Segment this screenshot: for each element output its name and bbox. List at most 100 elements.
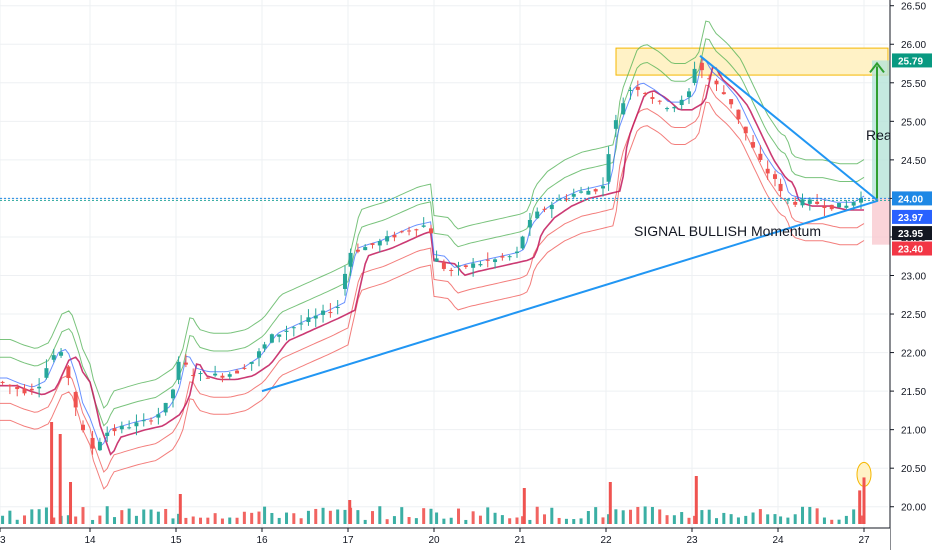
candle-body bbox=[392, 234, 397, 238]
volume-bar bbox=[564, 518, 568, 524]
volume-bar bbox=[378, 506, 382, 524]
candle-body bbox=[176, 361, 181, 380]
volume-bar bbox=[700, 510, 704, 524]
candle-body bbox=[291, 327, 296, 329]
lower-band-outer bbox=[0, 101, 865, 490]
volume-bar bbox=[535, 506, 539, 524]
candle-body bbox=[0, 381, 5, 383]
volume-bar bbox=[257, 511, 261, 524]
volume-bar bbox=[543, 514, 547, 524]
upper-band-outer bbox=[0, 20, 865, 409]
volume-bar bbox=[758, 509, 762, 524]
time-axis-bg bbox=[0, 528, 890, 550]
volume-bar bbox=[852, 509, 856, 524]
volume-bar bbox=[113, 517, 117, 524]
price-label-box bbox=[892, 241, 932, 256]
volume-bar bbox=[105, 506, 109, 524]
volume-bar-spike bbox=[50, 422, 54, 524]
candle-body bbox=[377, 240, 382, 246]
volume-bar bbox=[822, 517, 826, 524]
candle-body bbox=[807, 199, 812, 204]
candle-body bbox=[571, 193, 576, 197]
volume-bar bbox=[607, 514, 611, 524]
volume-bar-spike bbox=[58, 434, 62, 524]
candle-body bbox=[500, 256, 505, 258]
candle-body bbox=[829, 204, 834, 210]
volume-bar bbox=[707, 509, 711, 524]
candle-body bbox=[262, 344, 267, 349]
volume-bar bbox=[392, 516, 396, 524]
candle-body bbox=[269, 334, 274, 343]
candle-body bbox=[149, 420, 154, 422]
candle-body bbox=[851, 202, 856, 206]
candle-body bbox=[127, 427, 132, 429]
volume-bar bbox=[184, 517, 188, 524]
volume-bar bbox=[306, 510, 310, 524]
volume-bar bbox=[449, 517, 453, 524]
volume-bar bbox=[594, 507, 598, 524]
price-label-text: 23.95 bbox=[898, 229, 923, 240]
y-tick-label: 20.00 bbox=[901, 503, 926, 514]
volume-bar bbox=[528, 519, 532, 524]
support-trendline bbox=[261, 199, 879, 393]
price-label-text: 23.40 bbox=[898, 245, 923, 256]
candle-body bbox=[15, 386, 20, 390]
candle-body bbox=[586, 190, 591, 195]
candle-body bbox=[321, 310, 326, 315]
candle-body bbox=[363, 247, 368, 251]
candle-body bbox=[227, 374, 232, 377]
candle-body bbox=[112, 428, 117, 432]
volume-bar bbox=[550, 507, 554, 524]
volume-bar bbox=[521, 516, 525, 524]
candle-body bbox=[657, 100, 662, 102]
volume-bar bbox=[1, 515, 5, 524]
y-tick-label: 23.00 bbox=[901, 271, 926, 282]
volume-bar bbox=[557, 517, 561, 524]
volume-bar bbox=[242, 511, 246, 524]
volume-bar bbox=[586, 511, 590, 524]
volume-bar bbox=[614, 509, 618, 524]
candle-body bbox=[73, 392, 78, 408]
volume-bar bbox=[665, 515, 669, 524]
time-axis[interactable]: 13 14 15 16 17 20 21 22 23 24 27 bbox=[0, 527, 890, 550]
volume-bar bbox=[414, 518, 418, 524]
candle-body bbox=[456, 265, 461, 267]
volume-bar bbox=[837, 519, 841, 524]
price-axis[interactable]: 20.0020.5021.0021.5022.0022.5023.0023.50… bbox=[889, 0, 932, 550]
candle-body bbox=[542, 208, 547, 210]
candle-body bbox=[348, 252, 353, 267]
price-label-box bbox=[892, 209, 932, 224]
candle-body bbox=[7, 384, 12, 386]
candle-body bbox=[213, 373, 218, 376]
y-tick-label: 22.50 bbox=[901, 310, 926, 321]
candle-body bbox=[493, 259, 498, 263]
candle-body bbox=[606, 154, 611, 182]
candle-body bbox=[342, 273, 347, 289]
candle-body bbox=[535, 211, 540, 219]
volume-bar bbox=[830, 519, 834, 524]
moving-average-blue bbox=[0, 59, 865, 448]
volume-bar bbox=[149, 509, 153, 524]
candle-body bbox=[699, 62, 704, 71]
y-tick-label: 26.50 bbox=[901, 2, 926, 13]
bands bbox=[0, 20, 865, 490]
volume-bar bbox=[435, 512, 439, 524]
volume-bar bbox=[422, 508, 426, 524]
price-label-box bbox=[892, 53, 932, 68]
moving-average-red bbox=[0, 66, 864, 456]
candle-body bbox=[441, 262, 446, 269]
volume-bar bbox=[650, 506, 654, 524]
price-label-box bbox=[892, 226, 932, 241]
trendlines bbox=[0, 55, 890, 393]
resistance-zone bbox=[615, 47, 889, 76]
volume-bar bbox=[314, 508, 318, 524]
volume-bar bbox=[457, 508, 461, 524]
volume-bar bbox=[478, 515, 482, 524]
volume-bar bbox=[356, 510, 360, 524]
volume-bar bbox=[81, 507, 85, 524]
target-arrow-head bbox=[869, 61, 885, 74]
x-tick-label: 27 bbox=[858, 535, 870, 546]
candle-body bbox=[772, 174, 777, 179]
candle-body bbox=[191, 375, 196, 377]
candle-body bbox=[335, 306, 340, 308]
